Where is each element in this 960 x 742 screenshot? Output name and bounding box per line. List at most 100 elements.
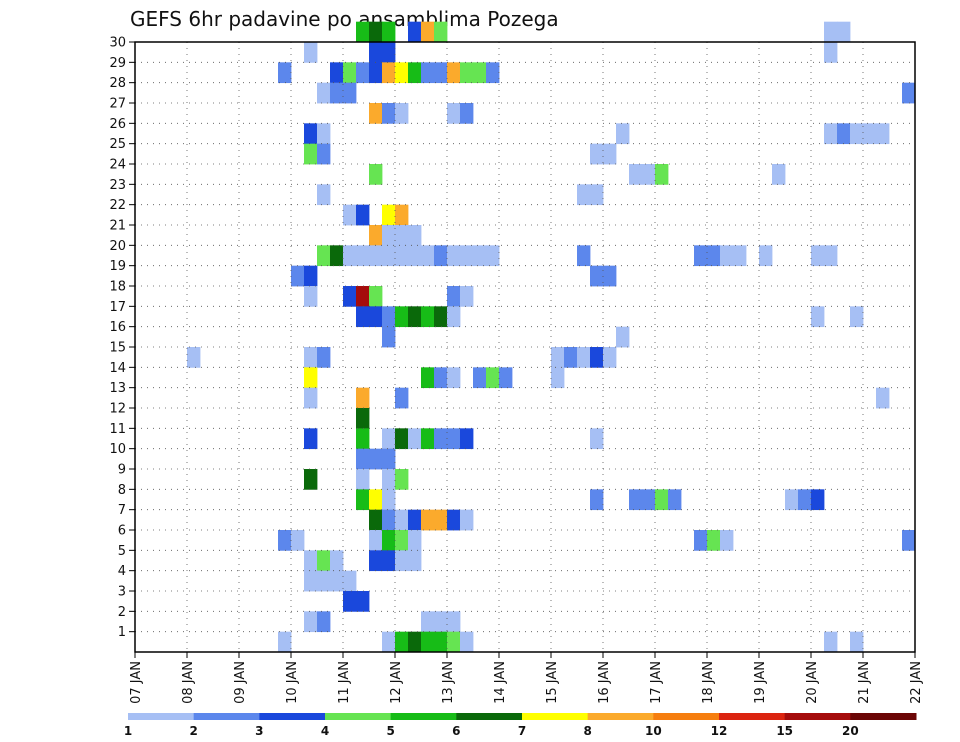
- legend-label: 12: [711, 724, 728, 738]
- x-tick-label: 10 JAN: [285, 661, 300, 704]
- precip-cell: [798, 489, 812, 511]
- x-axis: 07 JAN 08 JAN 09 JAN 10 JAN 11 JAN 12 JAN 13 J…: [129, 652, 924, 704]
- precip-cell: [590, 184, 604, 206]
- legend-swatch: [456, 713, 523, 720]
- precip-cell: [824, 42, 838, 63]
- precip-cell: [603, 143, 617, 165]
- precip-cell: [369, 448, 383, 470]
- y-tick-label: 6: [118, 524, 126, 539]
- precip-cell: [434, 62, 448, 84]
- precip-cell: [447, 245, 461, 267]
- precip-cell: [317, 570, 331, 592]
- precip-cell: [369, 225, 383, 246]
- precip-cell: [356, 489, 370, 511]
- precip-cell: [317, 611, 331, 633]
- precip-cell: [902, 530, 916, 551]
- precip-cell: [395, 469, 409, 490]
- precip-cell: [499, 367, 513, 389]
- legend-swatch: [259, 713, 326, 720]
- y-tick-label: 3: [118, 585, 126, 600]
- precip-cell: [187, 347, 201, 368]
- y-tick-label: 15: [109, 341, 126, 356]
- x-tick-label: 13 JAN: [441, 661, 456, 704]
- precip-cell: [772, 164, 786, 185]
- precip-cell: [369, 489, 383, 511]
- grid-layer: [135, 41, 915, 652]
- x-tick-label: 22 JAN: [909, 661, 924, 704]
- y-tick-label: 24: [109, 158, 126, 173]
- precip-cell: [304, 428, 318, 450]
- precip-cell: [447, 286, 461, 307]
- precip-cell: [382, 489, 396, 511]
- y-tick-label: 21: [109, 219, 126, 234]
- precip-cell: [382, 448, 396, 470]
- y-tick-label: 25: [109, 137, 126, 152]
- legend-label: 5: [386, 724, 394, 738]
- precip-cell: [447, 509, 461, 531]
- precip-cell: [460, 428, 474, 450]
- precip-cell: [304, 570, 318, 592]
- precip-cell: [382, 225, 396, 246]
- y-tick-label: 19: [109, 259, 126, 274]
- precip-cell: [408, 550, 422, 572]
- precip-cell: [369, 245, 383, 267]
- x-tick-label: 18 JAN: [701, 661, 716, 704]
- precip-cell: [850, 306, 864, 328]
- precip-cell: [382, 530, 396, 551]
- precip-cell: [473, 367, 487, 389]
- y-tick-label: 26: [109, 117, 126, 132]
- precip-cell: [668, 489, 682, 511]
- precip-cell: [304, 347, 318, 368]
- precip-cell: [421, 631, 435, 653]
- precip-cell: [382, 326, 396, 348]
- x-tick-label: 14 JAN: [493, 661, 508, 704]
- precip-cell: [460, 286, 474, 307]
- precip-cell: [382, 428, 396, 450]
- y-tick-label: 23: [109, 178, 126, 193]
- precip-cell: [343, 82, 357, 104]
- precip-cell: [382, 42, 396, 63]
- precip-cell: [434, 611, 448, 633]
- y-tick-label: 29: [109, 56, 126, 71]
- precip-cell: [382, 509, 396, 531]
- precip-cell: [382, 245, 396, 267]
- precip-cell: [395, 428, 409, 450]
- legend-swatch: [784, 713, 851, 720]
- precip-cell: [343, 62, 357, 84]
- precip-cell: [603, 265, 617, 287]
- precip-cell: [395, 631, 409, 653]
- precip-cell: [590, 428, 604, 450]
- precip-cell: [603, 347, 617, 368]
- precip-cell: [382, 103, 396, 124]
- legend-swatch: [653, 713, 720, 720]
- precip-cell: [330, 245, 344, 267]
- precip-cell: [343, 286, 357, 307]
- precip-cell: [421, 21, 435, 43]
- precip-cell: [369, 164, 383, 185]
- precip-cell: [447, 62, 461, 84]
- precip-cell: [876, 387, 890, 409]
- precip-cell: [434, 306, 448, 328]
- precip-cell: [811, 245, 825, 267]
- precip-cell: [902, 82, 916, 104]
- precip-cell: [330, 570, 344, 592]
- precip-cell: [317, 143, 331, 165]
- precip-cell: [486, 367, 500, 389]
- y-tick-label: 4: [118, 564, 126, 579]
- precip-cell: [434, 367, 448, 389]
- precip-cell: [304, 265, 318, 287]
- x-tick-label: 21 JAN: [857, 661, 872, 704]
- precip-cell: [434, 631, 448, 653]
- precip-cell: [395, 509, 409, 531]
- y-tick-label: 14: [109, 361, 126, 376]
- precip-cell: [369, 21, 383, 43]
- precip-cell: [395, 245, 409, 267]
- precip-cell: [850, 631, 864, 653]
- precip-cell: [356, 408, 370, 429]
- precip-cell: [408, 428, 422, 450]
- precip-cell: [304, 123, 318, 145]
- precip-cell: [356, 428, 370, 450]
- precip-cell: [707, 245, 721, 267]
- legend-label: 20: [842, 724, 859, 738]
